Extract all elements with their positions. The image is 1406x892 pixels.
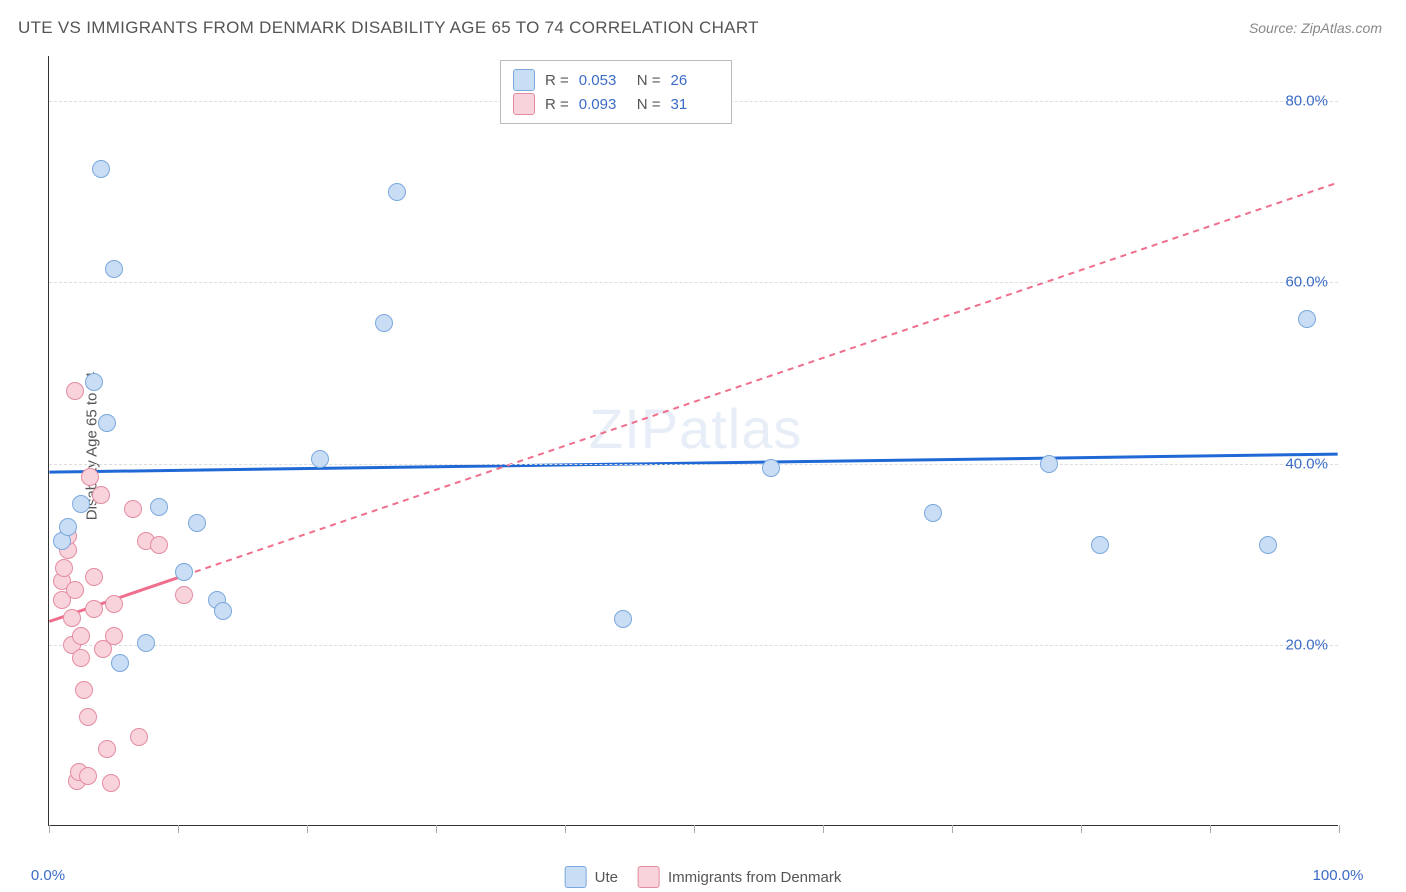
x-tick <box>1210 825 1211 833</box>
scatter-point <box>137 634 155 652</box>
scatter-point <box>150 536 168 554</box>
scatter-point <box>214 602 232 620</box>
scatter-point <box>79 708 97 726</box>
legend-correlation-box: R = 0.053 N = 26 R = 0.093 N = 31 <box>500 60 732 124</box>
scatter-point <box>614 610 632 628</box>
scatter-point <box>98 740 116 758</box>
scatter-point <box>175 586 193 604</box>
legend-swatch <box>513 69 535 91</box>
scatter-point <box>188 514 206 532</box>
scatter-point <box>72 649 90 667</box>
scatter-point <box>79 767 97 785</box>
legend-r-value: 0.093 <box>579 96 627 113</box>
chart-title: UTE VS IMMIGRANTS FROM DENMARK DISABILIT… <box>18 18 759 38</box>
legend-bottom: Ute Immigrants from Denmark <box>565 866 842 888</box>
legend-label-denmark: Immigrants from Denmark <box>668 869 841 886</box>
legend-item-ute: Ute <box>565 866 618 888</box>
scatter-point <box>311 450 329 468</box>
chart-plot-area: ZIPatlas 20.0% 40.0% 60.0% 80.0% R = 0.053 N =… <box>48 56 1338 826</box>
scatter-point <box>85 568 103 586</box>
x-tick <box>1339 825 1340 833</box>
source-attribution: Source: ZipAtlas.com <box>1249 20 1382 36</box>
y-tick-label: 20.0% <box>1285 636 1328 653</box>
legend-r-label: R = <box>545 72 569 89</box>
scatter-point <box>55 559 73 577</box>
x-tick <box>565 825 566 833</box>
scatter-point <box>66 581 84 599</box>
watermark-text: ZIPatlas <box>589 396 802 461</box>
scatter-point <box>150 498 168 516</box>
scatter-point <box>98 414 116 432</box>
x-tick-label: 0.0% <box>31 867 65 884</box>
legend-n-label: N = <box>637 72 661 89</box>
x-tick <box>49 825 50 833</box>
legend-swatch <box>513 93 535 115</box>
scatter-point <box>72 627 90 645</box>
scatter-point <box>105 260 123 278</box>
x-tick <box>178 825 179 833</box>
scatter-point <box>111 654 129 672</box>
scatter-point <box>1040 455 1058 473</box>
scatter-point <box>375 314 393 332</box>
legend-r-value: 0.053 <box>579 72 627 89</box>
scatter-point <box>59 518 77 536</box>
gridline-h <box>49 282 1338 283</box>
scatter-point <box>92 160 110 178</box>
legend-swatch-ute <box>565 866 587 888</box>
scatter-point <box>72 495 90 513</box>
gridline-h <box>49 645 1338 646</box>
scatter-point <box>85 600 103 618</box>
trend-lines-layer <box>49 56 1338 825</box>
scatter-point <box>66 382 84 400</box>
x-tick <box>952 825 953 833</box>
x-tick-label: 100.0% <box>1313 867 1364 884</box>
legend-row: R = 0.093 N = 31 <box>513 93 719 115</box>
scatter-point <box>102 774 120 792</box>
legend-n-label: N = <box>637 96 661 113</box>
scatter-point <box>1298 310 1316 328</box>
scatter-point <box>124 500 142 518</box>
scatter-point <box>130 728 148 746</box>
scatter-point <box>105 595 123 613</box>
scatter-point <box>1091 536 1109 554</box>
x-tick <box>823 825 824 833</box>
y-tick-label: 80.0% <box>1285 93 1328 110</box>
trend-line-dashed <box>49 183 1337 622</box>
gridline-h <box>49 464 1338 465</box>
x-tick <box>307 825 308 833</box>
scatter-point <box>81 468 99 486</box>
scatter-point <box>75 681 93 699</box>
legend-n-value: 31 <box>671 96 719 113</box>
scatter-point <box>85 373 103 391</box>
y-tick-label: 60.0% <box>1285 274 1328 291</box>
legend-swatch-denmark <box>638 866 660 888</box>
legend-n-value: 26 <box>671 72 719 89</box>
scatter-point <box>1259 536 1277 554</box>
scatter-point <box>63 609 81 627</box>
legend-r-label: R = <box>545 96 569 113</box>
legend-row: R = 0.053 N = 26 <box>513 69 719 91</box>
y-tick-label: 40.0% <box>1285 455 1328 472</box>
x-tick <box>694 825 695 833</box>
scatter-point <box>762 459 780 477</box>
scatter-point <box>175 563 193 581</box>
x-tick <box>436 825 437 833</box>
scatter-point <box>92 486 110 504</box>
scatter-point <box>388 183 406 201</box>
legend-label-ute: Ute <box>595 869 618 886</box>
scatter-point <box>924 504 942 522</box>
scatter-point <box>105 627 123 645</box>
x-tick <box>1081 825 1082 833</box>
legend-item-denmark: Immigrants from Denmark <box>638 866 841 888</box>
